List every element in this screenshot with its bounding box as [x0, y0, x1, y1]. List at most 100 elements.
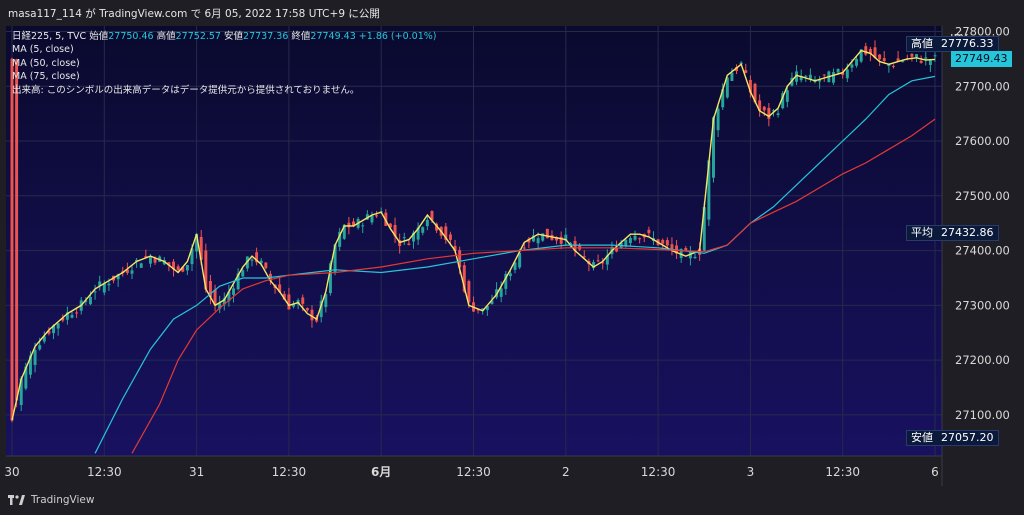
candle-body: [135, 259, 139, 262]
candle-body: [15, 59, 19, 401]
candle-body: [601, 262, 605, 264]
low-value: 27737.36: [243, 31, 289, 42]
candle-body: [148, 256, 152, 264]
candle-body: [453, 245, 457, 251]
candle-body: [582, 256, 586, 258]
price-label-value: 27749.43: [955, 52, 1008, 66]
candle-body: [278, 284, 282, 293]
candle-body: [19, 378, 23, 406]
x-tick-label: 12:30: [825, 465, 860, 479]
candle-body: [767, 107, 771, 119]
candle-body: [402, 237, 406, 239]
y-tick-label: 27100.00: [955, 408, 1010, 422]
candle-body: [716, 108, 720, 131]
low-label: 安値: [224, 31, 244, 42]
candle-body: [725, 77, 729, 98]
candle-body: [93, 291, 97, 293]
candle-body: [375, 215, 379, 217]
candle-body: [758, 100, 762, 111]
candle-body: [592, 262, 595, 269]
candle-body: [799, 75, 803, 81]
candle-body: [559, 236, 563, 244]
high-value: 27752.57: [175, 31, 221, 42]
close-value: 27749.43: [310, 31, 356, 42]
price-chart[interactable]: 27100.00 27200.00 27300.00 27400.00 27500.00…: [0, 24, 1024, 486]
candle-body: [301, 297, 305, 304]
high-label: 高値: [156, 31, 176, 42]
candle-body: [882, 58, 886, 62]
candle-body: [532, 235, 535, 242]
candle-body: [735, 67, 739, 71]
candle-body: [388, 223, 392, 228]
ma50-legend[interactable]: MA (50, close): [12, 57, 80, 69]
candle-body: [430, 211, 434, 221]
candle-body: [919, 60, 923, 63]
candle-body: [282, 293, 286, 300]
candle-body: [762, 106, 766, 111]
candle-body: [605, 255, 609, 265]
candle-body: [928, 60, 932, 65]
candle-body: [287, 294, 291, 310]
ma-line-3: [131, 118, 936, 454]
open-label: 始値: [89, 31, 109, 42]
candle-body: [425, 219, 429, 227]
chart-area[interactable]: 27100.00 27200.00 27300.00 27400.00 27500.00…: [0, 24, 1024, 486]
candle-body: [564, 234, 568, 241]
candle-body: [176, 266, 180, 271]
candle-body: [785, 90, 789, 102]
y-tick-label: 27500.00: [955, 189, 1010, 203]
candle-body: [264, 262, 268, 269]
tradingview-logo[interactable]: TradingView: [8, 494, 94, 506]
candle-body: [88, 296, 92, 305]
price-label-name: 高値: [911, 37, 933, 51]
candle-body: [250, 259, 254, 261]
candle-body: [712, 117, 715, 178]
candle-body: [901, 61, 905, 63]
candle-body: [596, 260, 600, 262]
candle-body: [490, 300, 494, 305]
candle-body: [199, 236, 203, 260]
price-axis[interactable]: 27100.00 27200.00 27300.00 27400.00 27500.00…: [955, 24, 1010, 422]
candle-body: [190, 248, 194, 265]
x-tick-label: 30: [4, 465, 19, 479]
candle-body: [361, 225, 365, 227]
candle-body: [412, 232, 415, 242]
candle-body: [84, 300, 88, 302]
candle-body: [818, 79, 822, 82]
candle-body: [333, 244, 337, 273]
candle-body: [555, 237, 559, 241]
candle-body: [416, 227, 420, 240]
candle-body: [342, 224, 346, 239]
y-tick-label: 27200.00: [955, 353, 1010, 367]
candle-body: [236, 273, 240, 290]
candle-body: [107, 283, 111, 286]
time-axis[interactable]: 30 12:30 31 12:30 6月 12:30 2 12:30 3 12:30 6: [4, 465, 938, 479]
candle-body: [328, 263, 332, 294]
candle-body: [781, 93, 785, 109]
candle-body: [125, 269, 129, 273]
candle-body: [573, 240, 577, 251]
price-label-value: 27432.86: [941, 225, 994, 239]
tradingview-logo-icon: [8, 494, 25, 505]
price-label-name: 平均: [911, 225, 933, 239]
y-tick-label: 27600.00: [955, 134, 1010, 148]
candle-body: [324, 294, 328, 308]
candle-body: [836, 68, 840, 73]
change-value: +1.86 (+0.01%): [358, 31, 437, 42]
x-tick-label: 6: [931, 465, 939, 479]
candle-body: [241, 270, 245, 277]
candle-body: [915, 54, 919, 58]
ma5-legend[interactable]: MA (5, close): [12, 44, 74, 56]
candle-body: [822, 74, 826, 76]
footer-bar: TradingView: [0, 486, 1024, 515]
candle-body: [61, 317, 65, 321]
candle-body: [319, 300, 323, 318]
candle-body: [33, 349, 37, 366]
candle-body: [467, 281, 471, 303]
ma75-legend[interactable]: MA (75, close): [12, 71, 80, 83]
x-tick-label: 12:30: [641, 465, 676, 479]
candle-body: [924, 57, 928, 59]
candle-body: [545, 228, 549, 239]
candle-body: [647, 229, 651, 234]
candle-body: [481, 308, 485, 311]
